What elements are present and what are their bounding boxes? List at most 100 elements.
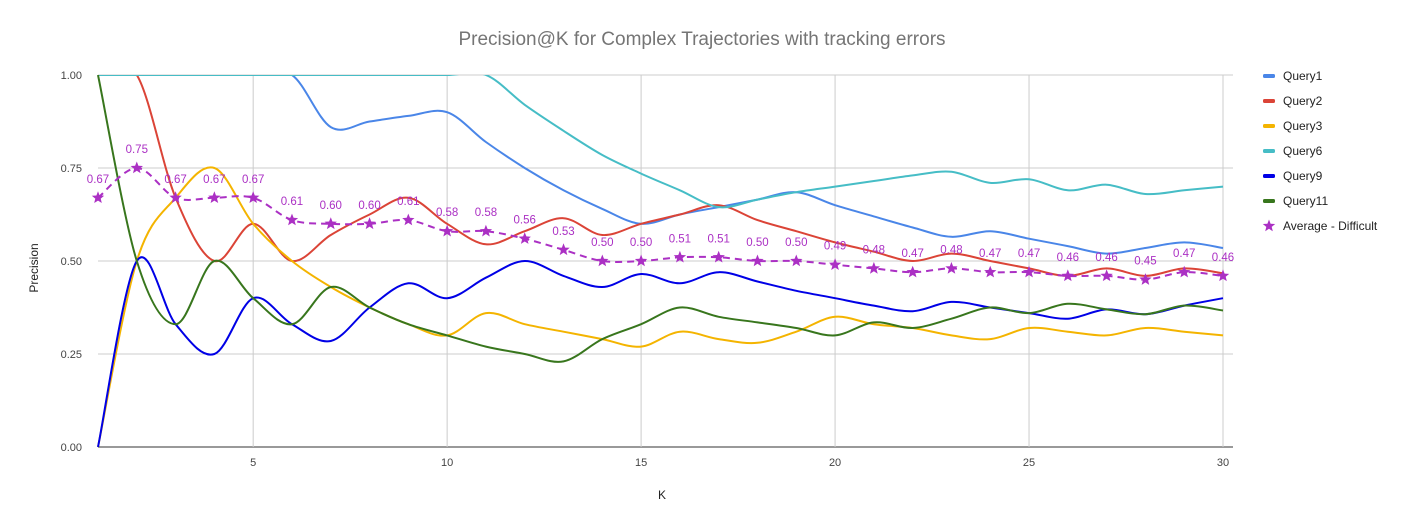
legend-label: Query1: [1283, 69, 1323, 83]
legend-label: Query11: [1283, 194, 1328, 208]
average-data-label: 0.67: [242, 174, 264, 186]
legend-label: Average - Difficult: [1283, 219, 1378, 233]
series-line-query6: [97, 75, 1224, 209]
x-tick-label: 10: [441, 457, 453, 469]
average-star-marker: [673, 250, 687, 263]
average-data-label: 0.47: [979, 248, 1001, 260]
average-star-marker: [1100, 269, 1113, 282]
y-tick-label: 0.75: [61, 163, 82, 175]
average-star-marker: [1022, 265, 1036, 278]
average-data-label: 0.47: [1173, 248, 1195, 260]
average-data-label: 0.61: [397, 196, 419, 208]
average-data-label: 0.50: [746, 237, 768, 249]
average-data-label: 0.58: [436, 207, 458, 219]
legend-label: Query9: [1283, 169, 1323, 183]
average-data-label: 0.75: [126, 144, 148, 156]
average-data-label: 0.50: [591, 237, 613, 249]
legend-label: Query6: [1283, 144, 1323, 158]
average-data-label: 0.51: [669, 233, 691, 245]
average-data-labels: 0.67 0.75 0.67 0.67 0.67 0.61 0.60 0.60 0.61 0.58…: [87, 144, 1234, 268]
average-star-marker: [634, 254, 648, 267]
y-tick-label: 0.00: [61, 442, 82, 454]
series-line-query11: [97, 75, 1224, 363]
average-star-marker: [324, 217, 337, 230]
series-line-query1: [97, 75, 1224, 255]
average-star-marker: [1216, 269, 1230, 282]
average-data-label: 0.56: [514, 215, 536, 227]
x-axis-title: K: [658, 488, 666, 502]
average-data-label: 0.61: [281, 196, 303, 208]
average-star-marker: [247, 191, 260, 203]
average-data-label: 0.48: [863, 244, 885, 256]
average-star-marker: [363, 217, 376, 230]
average-star-marker: [1178, 265, 1191, 278]
average-data-label: 0.47: [1018, 248, 1040, 260]
y-tick-label: 1.00: [61, 70, 82, 82]
average-data-label: 0.58: [475, 207, 497, 219]
y-tick-label: 0.50: [61, 256, 82, 268]
average-data-label: 0.51: [707, 233, 729, 245]
average-star-marker: [828, 258, 842, 270]
average-data-label: 0.50: [630, 237, 652, 249]
x-tick-label: 20: [829, 457, 841, 469]
average-data-label: 0.67: [164, 174, 186, 186]
average-data-label: 0.45: [1134, 256, 1156, 268]
average-star-marker: [1139, 273, 1152, 285]
x-tick-label: 25: [1023, 457, 1035, 469]
average-data-label: 0.60: [358, 200, 380, 212]
average-star-marker: [208, 191, 221, 203]
series-line-query3: [97, 166, 1224, 447]
average-star-marker: [790, 254, 803, 267]
legend-swatch: [1263, 74, 1275, 78]
average-data-label: 0.53: [552, 226, 574, 238]
average-star-marker: [712, 250, 725, 263]
average-star-marker: [596, 254, 609, 267]
average-star-marker: [945, 261, 958, 274]
average-data-label: 0.46: [1212, 252, 1234, 264]
average-star-marker: [906, 265, 919, 278]
average-data-label: 0.50: [785, 237, 807, 249]
legend-swatch: [1263, 174, 1275, 178]
average-star-marker: [1061, 269, 1074, 282]
average-data-label: 0.60: [320, 200, 342, 212]
average-data-label: 0.47: [901, 248, 923, 260]
y-tick-label: 0.25: [61, 349, 82, 361]
legend-swatch: [1263, 199, 1275, 203]
average-data-label: 0.67: [203, 174, 225, 186]
legend-swatch: [1263, 99, 1275, 103]
legend-label: Query2: [1283, 94, 1323, 108]
gridlines: [98, 74, 1233, 448]
average-star-marker: [130, 161, 143, 174]
average-data-label: 0.67: [87, 174, 109, 186]
average-data-label: 0.46: [1057, 252, 1079, 264]
average-star-marker: [984, 265, 997, 278]
average-star-marker: [169, 191, 182, 203]
legend: Query1 Query2 Query3 Query6 Query9 Query11 Ave…: [1262, 69, 1378, 233]
legend-label: Query3: [1283, 119, 1323, 133]
average-markers: [91, 161, 1230, 285]
average-data-label: 0.46: [1095, 252, 1117, 264]
average-star-marker: [867, 261, 880, 274]
average-star-marker: [479, 224, 493, 237]
x-tick-label: 5: [250, 457, 256, 469]
x-tick-label: 15: [635, 457, 647, 469]
x-tick-label: 30: [1217, 457, 1229, 469]
average-star-marker: [402, 213, 415, 226]
average-star-marker: [557, 243, 570, 256]
legend-swatch: [1263, 149, 1275, 153]
average-data-label: 0.49: [824, 241, 846, 253]
axis-ticks: 0.00 0.25 0.50 0.75 1.00 5 10 15 20 25 30: [61, 70, 1230, 469]
average-star-marker: [518, 232, 531, 244]
legend-swatch-star: [1262, 219, 1276, 232]
average-star-marker: [91, 191, 105, 203]
legend-swatch: [1263, 124, 1275, 128]
average-star-marker: [285, 213, 299, 226]
y-axis-title: Precision: [27, 243, 41, 292]
average-star-marker: [751, 254, 764, 267]
average-data-label: 0.48: [940, 244, 962, 256]
average-star-marker: [441, 224, 454, 237]
chart-title: Precision@K for Complex Trajectories wit…: [458, 29, 945, 50]
